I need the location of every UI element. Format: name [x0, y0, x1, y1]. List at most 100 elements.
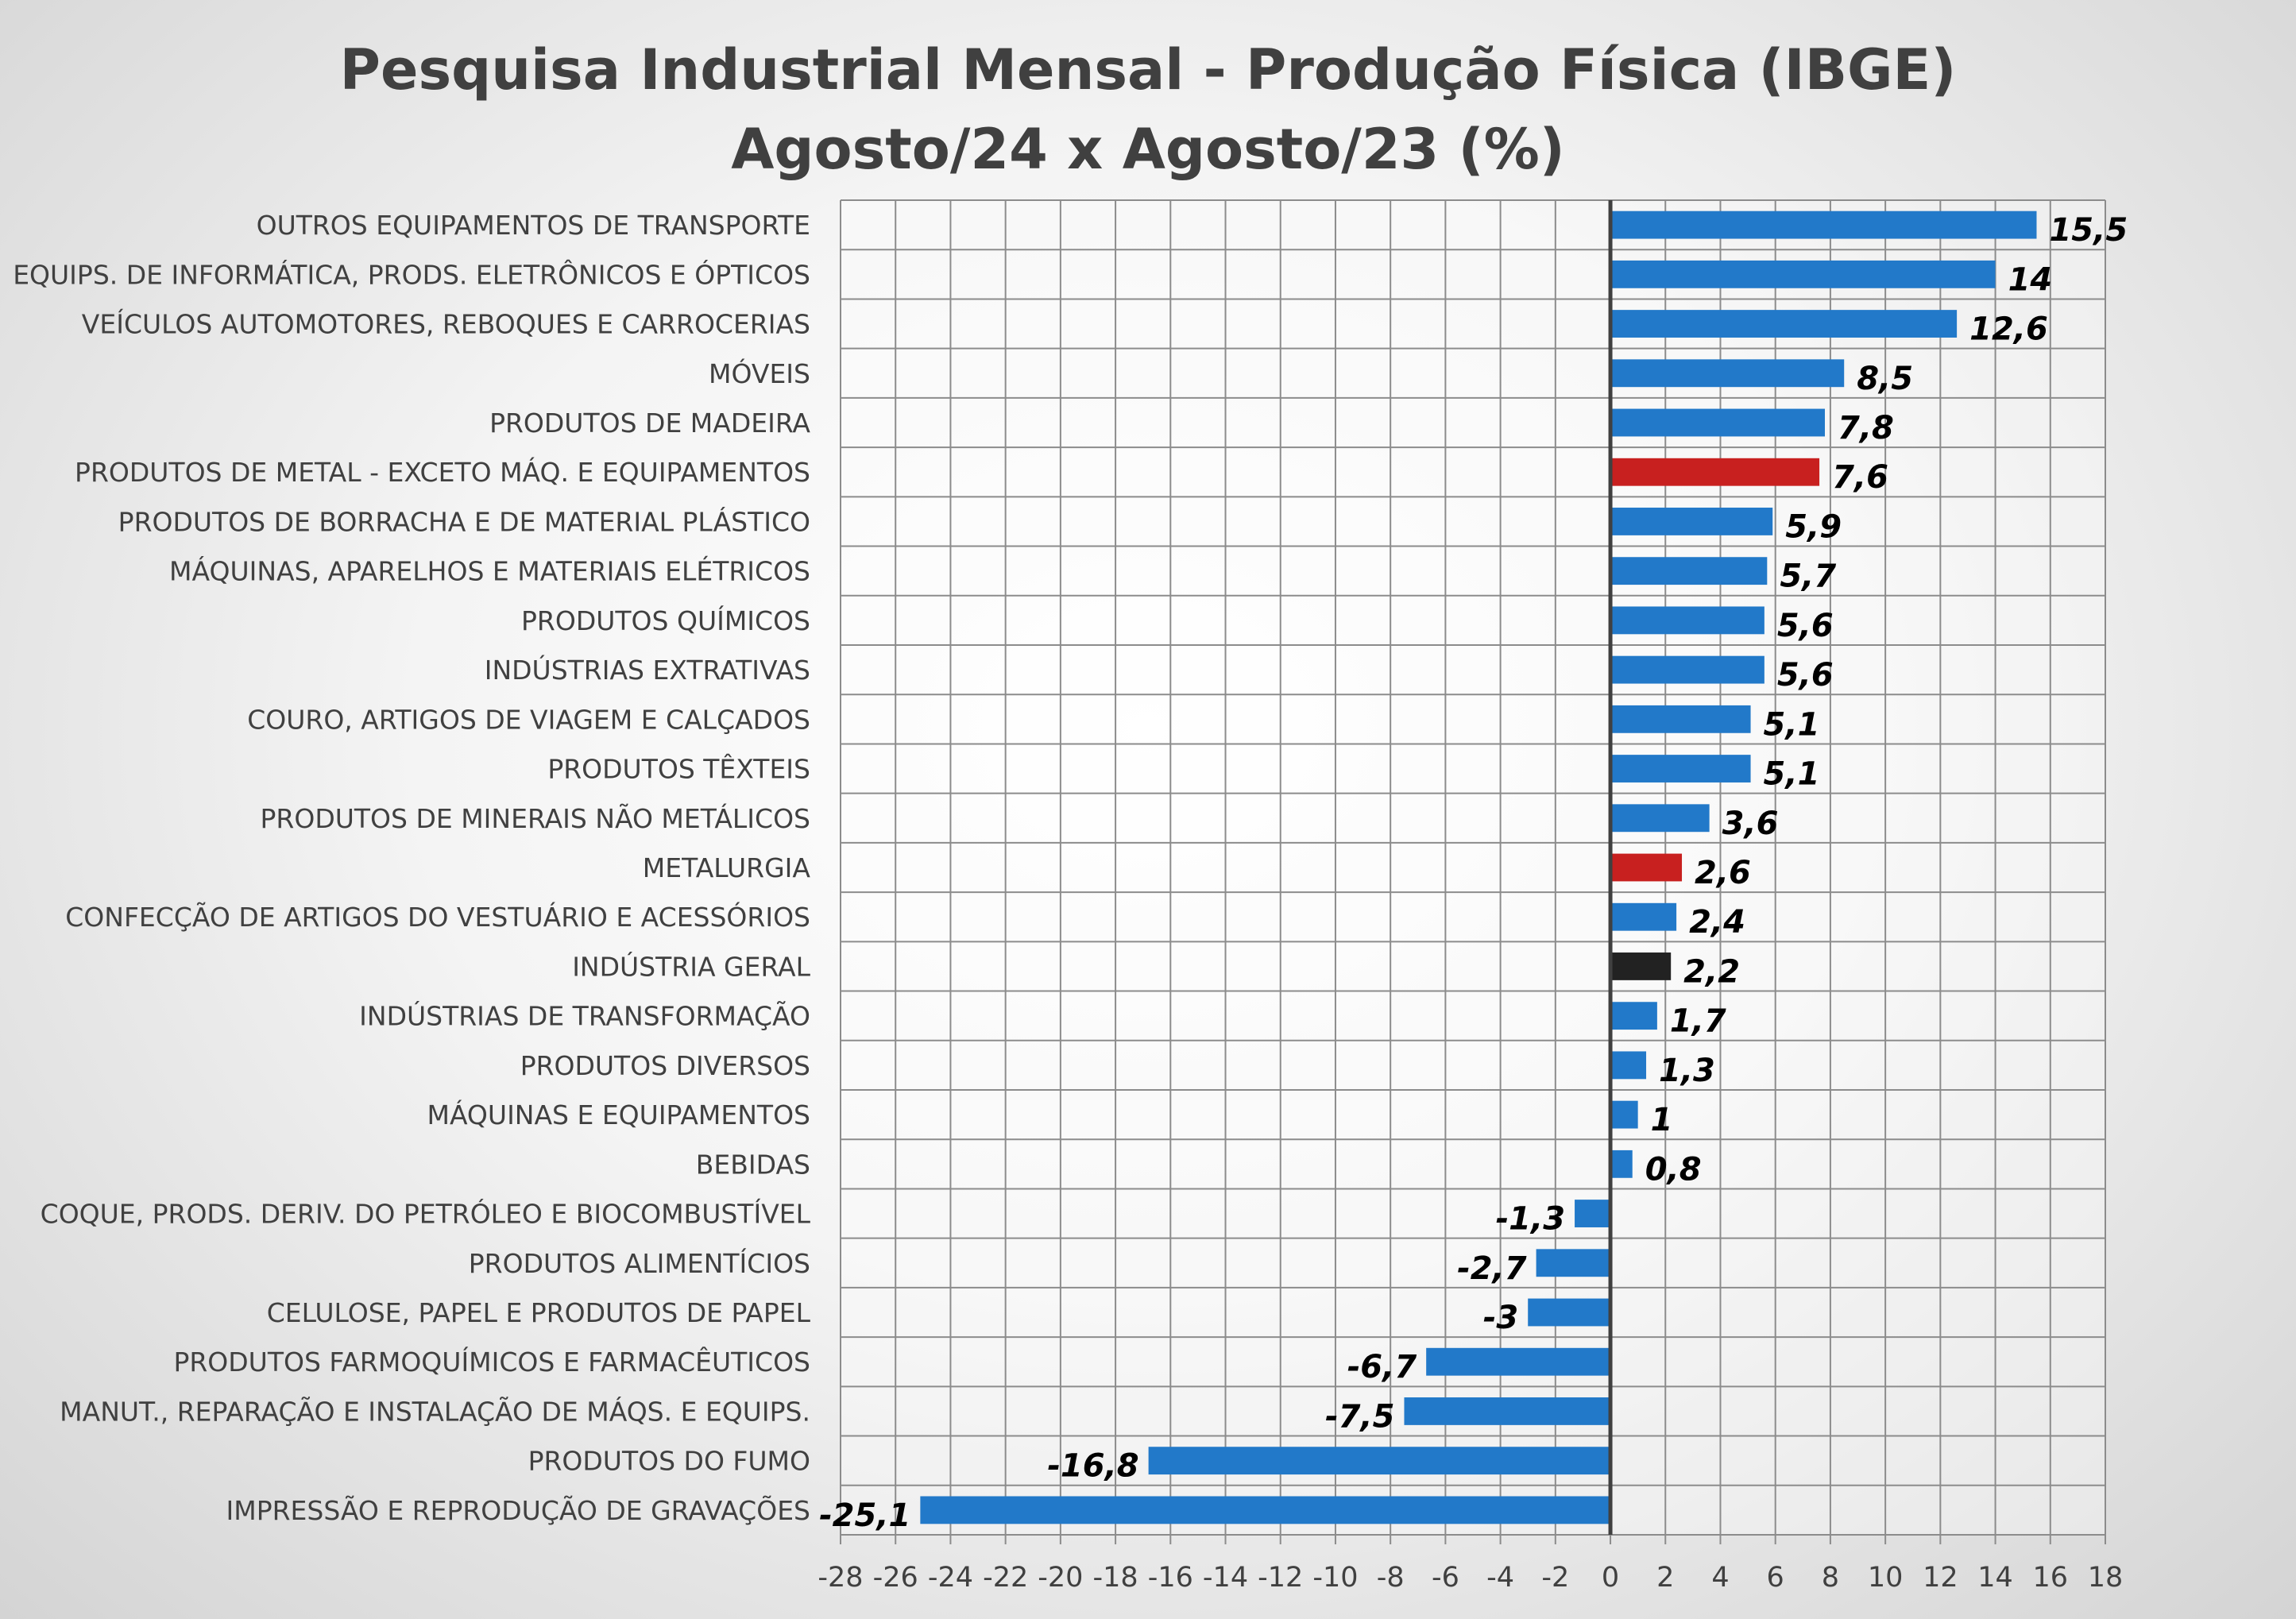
data-label: 5,6 — [1777, 608, 1834, 644]
axes: -28 -26 -24 -22 -20 -18 -16 -14 -12 -10 -8 -6 -4 -2 0 2… — [818, 200, 2123, 1594]
x-tick-label: -6 — [1432, 1562, 1459, 1594]
bar — [1536, 1249, 1611, 1277]
category-label: VEÍCULOS AUTOMOTORES, REBOQUES E CARROCE… — [82, 308, 810, 340]
data-label: 2,2 — [1683, 953, 1740, 990]
x-tick-label: -8 — [1377, 1562, 1405, 1594]
data-label: 12,6 — [1969, 311, 2048, 348]
bar — [1148, 1447, 1611, 1475]
x-tick-label: 12 — [1923, 1562, 1958, 1594]
category-label: BEBIDAS — [696, 1149, 810, 1180]
bar — [1426, 1347, 1611, 1376]
plot-area — [841, 200, 2105, 1535]
bar — [1610, 557, 1768, 585]
data-label: 14 — [2008, 261, 2053, 298]
category-label: INDÚSTRIAS EXTRATIVAS — [485, 654, 810, 686]
x-tick-label: 6 — [1767, 1562, 1784, 1594]
x-tick-label: -12 — [1258, 1562, 1303, 1594]
x-tick-label: 14 — [1977, 1562, 2013, 1594]
bar — [1610, 755, 1751, 782]
category-label: CONFECÇÃO DE ARTIGOS DO VESTUÁRIO E ACES… — [65, 901, 810, 933]
category-label: COURO, ARTIGOS DE VIAGEM E CALÇADOS — [247, 704, 810, 735]
category-label: OUTROS EQUIPAMENTOS DE TRANSPORTE — [257, 210, 810, 241]
category-label: IMPRESSÃO E REPRODUÇÃO DE GRAVAÇÕES — [226, 1494, 811, 1526]
x-tick-label: -18 — [1093, 1562, 1138, 1594]
bar — [920, 1496, 1611, 1524]
chart-subtitle: Agosto/24 x Agosto/23 (%) — [731, 117, 1565, 182]
category-label: PRODUTOS DO FUMO — [528, 1446, 810, 1477]
x-tick-label: -20 — [1038, 1562, 1083, 1594]
data-label: -2,7 — [1457, 1250, 1527, 1287]
data-label: -3 — [1483, 1300, 1518, 1336]
data-label: 5,1 — [1764, 706, 1820, 743]
category-label: PRODUTOS DE MADEIRA — [489, 408, 810, 439]
category-label: PRODUTOS FARMOQUÍMICOS E FARMACÊUTICOS — [173, 1346, 810, 1378]
x-tick-label: 10 — [1868, 1562, 1904, 1594]
bar — [1528, 1298, 1611, 1327]
bar — [1610, 359, 1845, 388]
x-tick-label: -2 — [1541, 1562, 1569, 1594]
category-label: COQUE, PRODS. DERIV. DO PETRÓLEO E BIOCO… — [41, 1198, 811, 1230]
x-tick-label: -14 — [1203, 1562, 1248, 1594]
category-label: PRODUTOS DE BORRACHA E DE MATERIAL PLÁST… — [118, 505, 810, 537]
data-label: 2,4 — [1689, 904, 1745, 941]
category-label: INDÚSTRIAS DE TRANSFORMAÇÃO — [359, 1000, 810, 1032]
category-label: PRODUTOS DIVERSOS — [520, 1050, 810, 1081]
bar — [1610, 606, 1765, 635]
x-tick-label: 8 — [1822, 1562, 1839, 1594]
data-label: 7,6 — [1832, 459, 1888, 496]
x-tick-label: -10 — [1312, 1562, 1358, 1594]
bar — [1610, 508, 1773, 535]
category-label: EQUIPS. DE INFORMÁTICA, PRODS. ELETRÔNIC… — [13, 258, 810, 290]
bar — [1610, 211, 2037, 239]
category-label: MANUT., REPARAÇÃO E INSTALAÇÃO DE MÁQS. … — [60, 1395, 810, 1427]
bar — [1575, 1200, 1611, 1227]
x-tick-label: -28 — [818, 1562, 863, 1594]
labels: OUTROS EQUIPAMENTOS DE TRANSPORTE 15,5 EQU… — [13, 210, 2128, 1534]
bar — [1610, 1051, 1647, 1080]
data-label: 5,6 — [1777, 657, 1834, 694]
bar — [1610, 952, 1672, 980]
x-tick-label: 0 — [1602, 1562, 1619, 1594]
bars — [920, 211, 2037, 1524]
data-label: 1 — [1651, 1102, 1673, 1138]
bar — [1610, 902, 1677, 931]
data-label: 15,5 — [2049, 212, 2128, 249]
data-label: -7,5 — [1325, 1398, 1394, 1435]
data-label: 5,9 — [1785, 508, 1842, 545]
data-label: 8,5 — [1857, 361, 1913, 397]
data-label: 1,7 — [1670, 1003, 1726, 1040]
x-tick-label: -24 — [928, 1562, 973, 1594]
x-tick-label: 4 — [1711, 1562, 1729, 1594]
category-label: INDÚSTRIA GERAL — [572, 950, 810, 982]
data-label: 2,6 — [1695, 855, 1751, 891]
category-label: MÁQUINAS, APARELHOS E MATERIAIS ELÉTRICO… — [169, 555, 810, 587]
category-label: PRODUTOS TÊXTEIS — [547, 753, 810, 785]
x-tick-label: 18 — [2088, 1562, 2124, 1594]
x-tick-label: -4 — [1486, 1562, 1514, 1594]
data-label: 1,3 — [1659, 1053, 1715, 1089]
bar — [1610, 408, 1825, 437]
grid — [840, 199, 2106, 1536]
category-label: MÁQUINAS E EQUIPAMENTOS — [427, 1099, 810, 1130]
data-label: -6,7 — [1347, 1349, 1417, 1385]
x-tick-label: -22 — [983, 1562, 1028, 1594]
data-label: -16,8 — [1047, 1448, 1138, 1485]
bar — [1610, 853, 1683, 882]
category-label: CELULOSE, PAPEL E PRODUTOS DE PAPEL — [267, 1297, 811, 1328]
bar — [1610, 310, 1958, 338]
data-label: 7,8 — [1838, 410, 1894, 446]
bar — [1610, 1100, 1638, 1129]
category-label: MÓVEIS — [709, 357, 810, 389]
bar — [1610, 260, 1996, 288]
bar — [1610, 1150, 1633, 1178]
bar — [1610, 458, 1820, 486]
bar — [1610, 804, 1710, 833]
category-label: PRODUTOS DE MINERAIS NÃO METÁLICOS — [261, 802, 810, 834]
data-label: 5,1 — [1764, 756, 1820, 793]
data-label: 3,6 — [1722, 806, 1779, 842]
chart-title: Pesquisa Industrial Mensal - Produção Fí… — [340, 37, 1957, 102]
data-label: -25,1 — [819, 1497, 910, 1534]
data-label: -1,3 — [1496, 1201, 1565, 1238]
